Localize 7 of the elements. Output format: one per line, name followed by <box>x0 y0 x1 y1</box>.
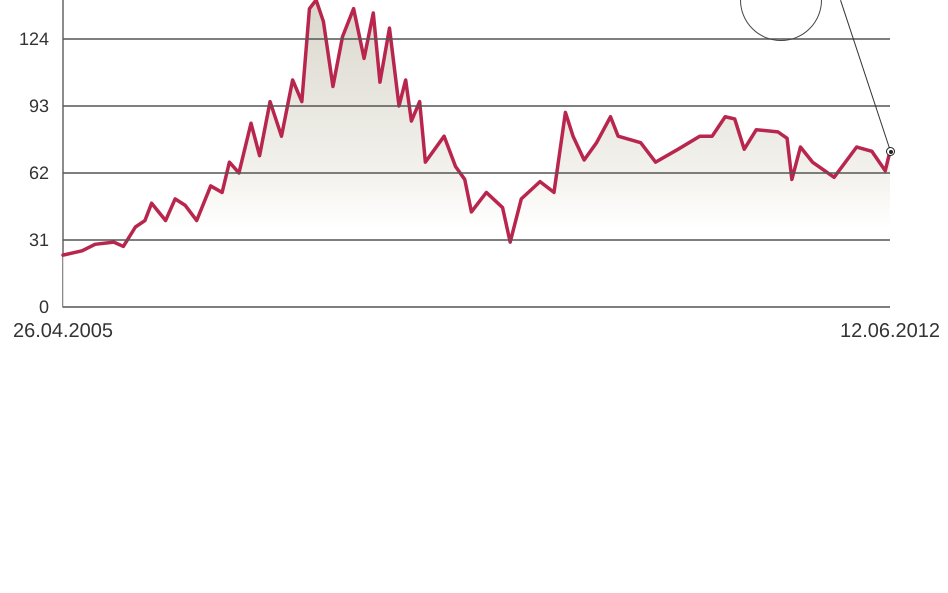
y-tick-label: 62 <box>28 162 49 183</box>
y-tick-label: 124 <box>18 28 49 49</box>
x-tick-label: 26.04.2005 <box>12 320 114 342</box>
y-tick-label: 93 <box>28 96 49 116</box>
x-tick-label: 12.06.2012 <box>840 320 940 342</box>
y-tick-label: 31 <box>28 230 49 250</box>
y-tick-label: 0 <box>38 297 49 317</box>
